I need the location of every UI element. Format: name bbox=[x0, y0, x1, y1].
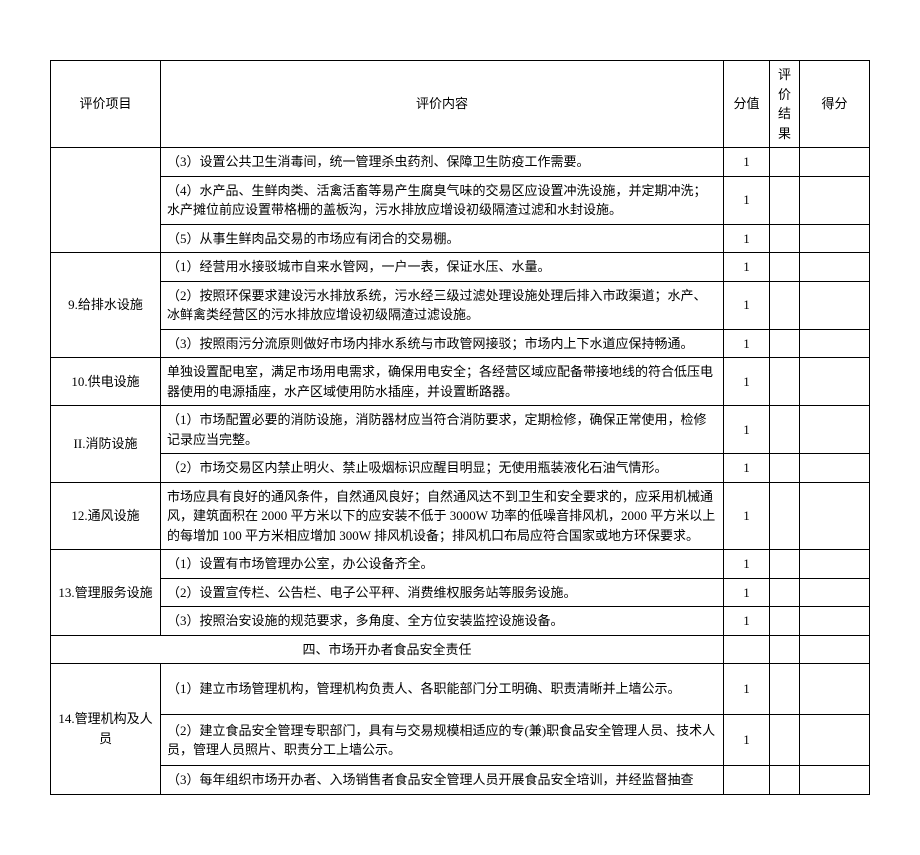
table-row: （3）按照雨污分流原则做好市场内排水系统与市政管网接驳；市场内上下水道应保持畅通… bbox=[51, 329, 870, 358]
table-header-row: 评价项目 评价内容 分值 评价结果 得分 bbox=[51, 61, 870, 148]
section-header-row: 四、市场开办者食品安全责任 bbox=[51, 635, 870, 664]
table-row: （2）设置宣传栏、公告栏、电子公平秤、消费维权服务站等服务设施。 1 bbox=[51, 578, 870, 607]
content-cell: （3）按照雨污分流原则做好市场内排水系统与市政管网接驳；市场内上下水道应保持畅通… bbox=[161, 329, 724, 358]
score-cell bbox=[724, 766, 770, 795]
score-cell: 1 bbox=[724, 281, 770, 329]
table-row: 13.管理服务设施 （1）设置有市场管理办公室，办公设备齐全。 1 bbox=[51, 550, 870, 579]
content-cell: （2）市场交易区内禁止明火、禁止吸烟标识应醒目明显；无使用瓶装液化石油气情形。 bbox=[161, 454, 724, 483]
score-cell: 1 bbox=[724, 224, 770, 253]
table-row: 12.通风设施 市场应具有良好的通风条件，自然通风良好；自然通风达不到卫生和安全… bbox=[51, 482, 870, 550]
table-row: （5）从事生鲜肉品交易的市场应有闭合的交易棚。 1 bbox=[51, 224, 870, 253]
score-cell: 1 bbox=[724, 482, 770, 550]
score-cell: 1 bbox=[724, 176, 770, 224]
header-score: 分值 bbox=[724, 61, 770, 148]
score-cell: 1 bbox=[724, 454, 770, 483]
content-cell: （2）按照环保要求建设污水排放系统，污水经三级过滤处理设施处理后排入市政渠道；水… bbox=[161, 281, 724, 329]
content-cell: （3）按照治安设施的规范要求，多角度、全方位安装监控设施设备。 bbox=[161, 607, 724, 636]
score-cell: 1 bbox=[724, 253, 770, 282]
score-cell: 1 bbox=[724, 148, 770, 177]
table-row: （4）水产品、生鲜肉类、活禽活畜等易产生腐臭气味的交易区应设置冲洗设施，并定期冲… bbox=[51, 176, 870, 224]
item-label: 10.供电设施 bbox=[51, 358, 161, 406]
table-row: （2）建立食品安全管理专职部门，具有与交易规模相适应的专(兼)职食品安全管理人员… bbox=[51, 715, 870, 766]
score-cell: 1 bbox=[724, 406, 770, 454]
header-result: 评价结果 bbox=[770, 61, 800, 148]
evaluation-table: 评价项目 评价内容 分值 评价结果 得分 （3）设置公共卫生消毒间，统一管理杀虫… bbox=[50, 60, 870, 795]
header-final: 得分 bbox=[800, 61, 870, 148]
table-row: 9.给排水设施 （1）经营用水接驳城市自来水管网，一户一表，保证水压、水量。 1 bbox=[51, 253, 870, 282]
content-cell: （1）经营用水接驳城市自来水管网，一户一表，保证水压、水量。 bbox=[161, 253, 724, 282]
item-label: II.消防设施 bbox=[51, 406, 161, 483]
item-label: 13.管理服务设施 bbox=[51, 550, 161, 636]
score-cell: 1 bbox=[724, 329, 770, 358]
content-cell: （1）设置有市场管理办公室，办公设备齐全。 bbox=[161, 550, 724, 579]
content-cell: （2）设置宣传栏、公告栏、电子公平秤、消费维权服务站等服务设施。 bbox=[161, 578, 724, 607]
content-cell: （4）水产品、生鲜肉类、活禽活畜等易产生腐臭气味的交易区应设置冲洗设施，并定期冲… bbox=[161, 176, 724, 224]
table-row: II.消防设施 （1）市场配置必要的消防设施，消防器材应当符合消防要求，定期检修… bbox=[51, 406, 870, 454]
score-cell: 1 bbox=[724, 715, 770, 766]
table-row: （2）按照环保要求建设污水排放系统，污水经三级过滤处理设施处理后排入市政渠道；水… bbox=[51, 281, 870, 329]
score-cell: 1 bbox=[724, 664, 770, 715]
content-cell: （2）建立食品安全管理专职部门，具有与交易规模相适应的专(兼)职食品安全管理人员… bbox=[161, 715, 724, 766]
table-row: （3）设置公共卫生消毒间，统一管理杀虫药剂、保障卫生防疫工作需要。 1 bbox=[51, 148, 870, 177]
score-cell: 1 bbox=[724, 550, 770, 579]
table-row: （3）按照治安设施的规范要求，多角度、全方位安装监控设施设备。 1 bbox=[51, 607, 870, 636]
header-content: 评价内容 bbox=[161, 61, 724, 148]
content-cell: （1）市场配置必要的消防设施，消防器材应当符合消防要求，定期检修，确保正常使用，… bbox=[161, 406, 724, 454]
header-item: 评价项目 bbox=[51, 61, 161, 148]
table-row: （3）每年组织市场开办者、入场销售者食品安全管理人员开展食品安全培训，并经监督抽… bbox=[51, 766, 870, 795]
content-cell: （1）建立市场管理机构，管理机构负责人、各职能部门分工明确、职责清晰并上墙公示。 bbox=[161, 664, 724, 715]
content-cell: （3）每年组织市场开办者、入场销售者食品安全管理人员开展食品安全培训，并经监督抽… bbox=[161, 766, 724, 795]
table-row: 10.供电设施 单独设置配电室，满足市场用电需求，确保用电安全；各经营区域应配备… bbox=[51, 358, 870, 406]
section-title: 四、市场开办者食品安全责任 bbox=[51, 635, 724, 664]
content-cell: 市场应具有良好的通风条件，自然通风良好；自然通风达不到卫生和安全要求的，应采用机… bbox=[161, 482, 724, 550]
score-cell: 1 bbox=[724, 358, 770, 406]
table-row: （2）市场交易区内禁止明火、禁止吸烟标识应醒目明显；无使用瓶装液化石油气情形。 … bbox=[51, 454, 870, 483]
table-row: 14.管理机构及人员 （1）建立市场管理机构，管理机构负责人、各职能部门分工明确… bbox=[51, 664, 870, 715]
score-cell: 1 bbox=[724, 607, 770, 636]
content-cell: （5）从事生鲜肉品交易的市场应有闭合的交易棚。 bbox=[161, 224, 724, 253]
item-label: 12.通风设施 bbox=[51, 482, 161, 550]
item-label: 9.给排水设施 bbox=[51, 253, 161, 358]
content-cell: 单独设置配电室，满足市场用电需求，确保用电安全；各经营区域应配备带接地线的符合低… bbox=[161, 358, 724, 406]
content-cell: （3）设置公共卫生消毒间，统一管理杀虫药剂、保障卫生防疫工作需要。 bbox=[161, 148, 724, 177]
score-cell: 1 bbox=[724, 578, 770, 607]
item-label: 14.管理机构及人员 bbox=[51, 664, 161, 795]
